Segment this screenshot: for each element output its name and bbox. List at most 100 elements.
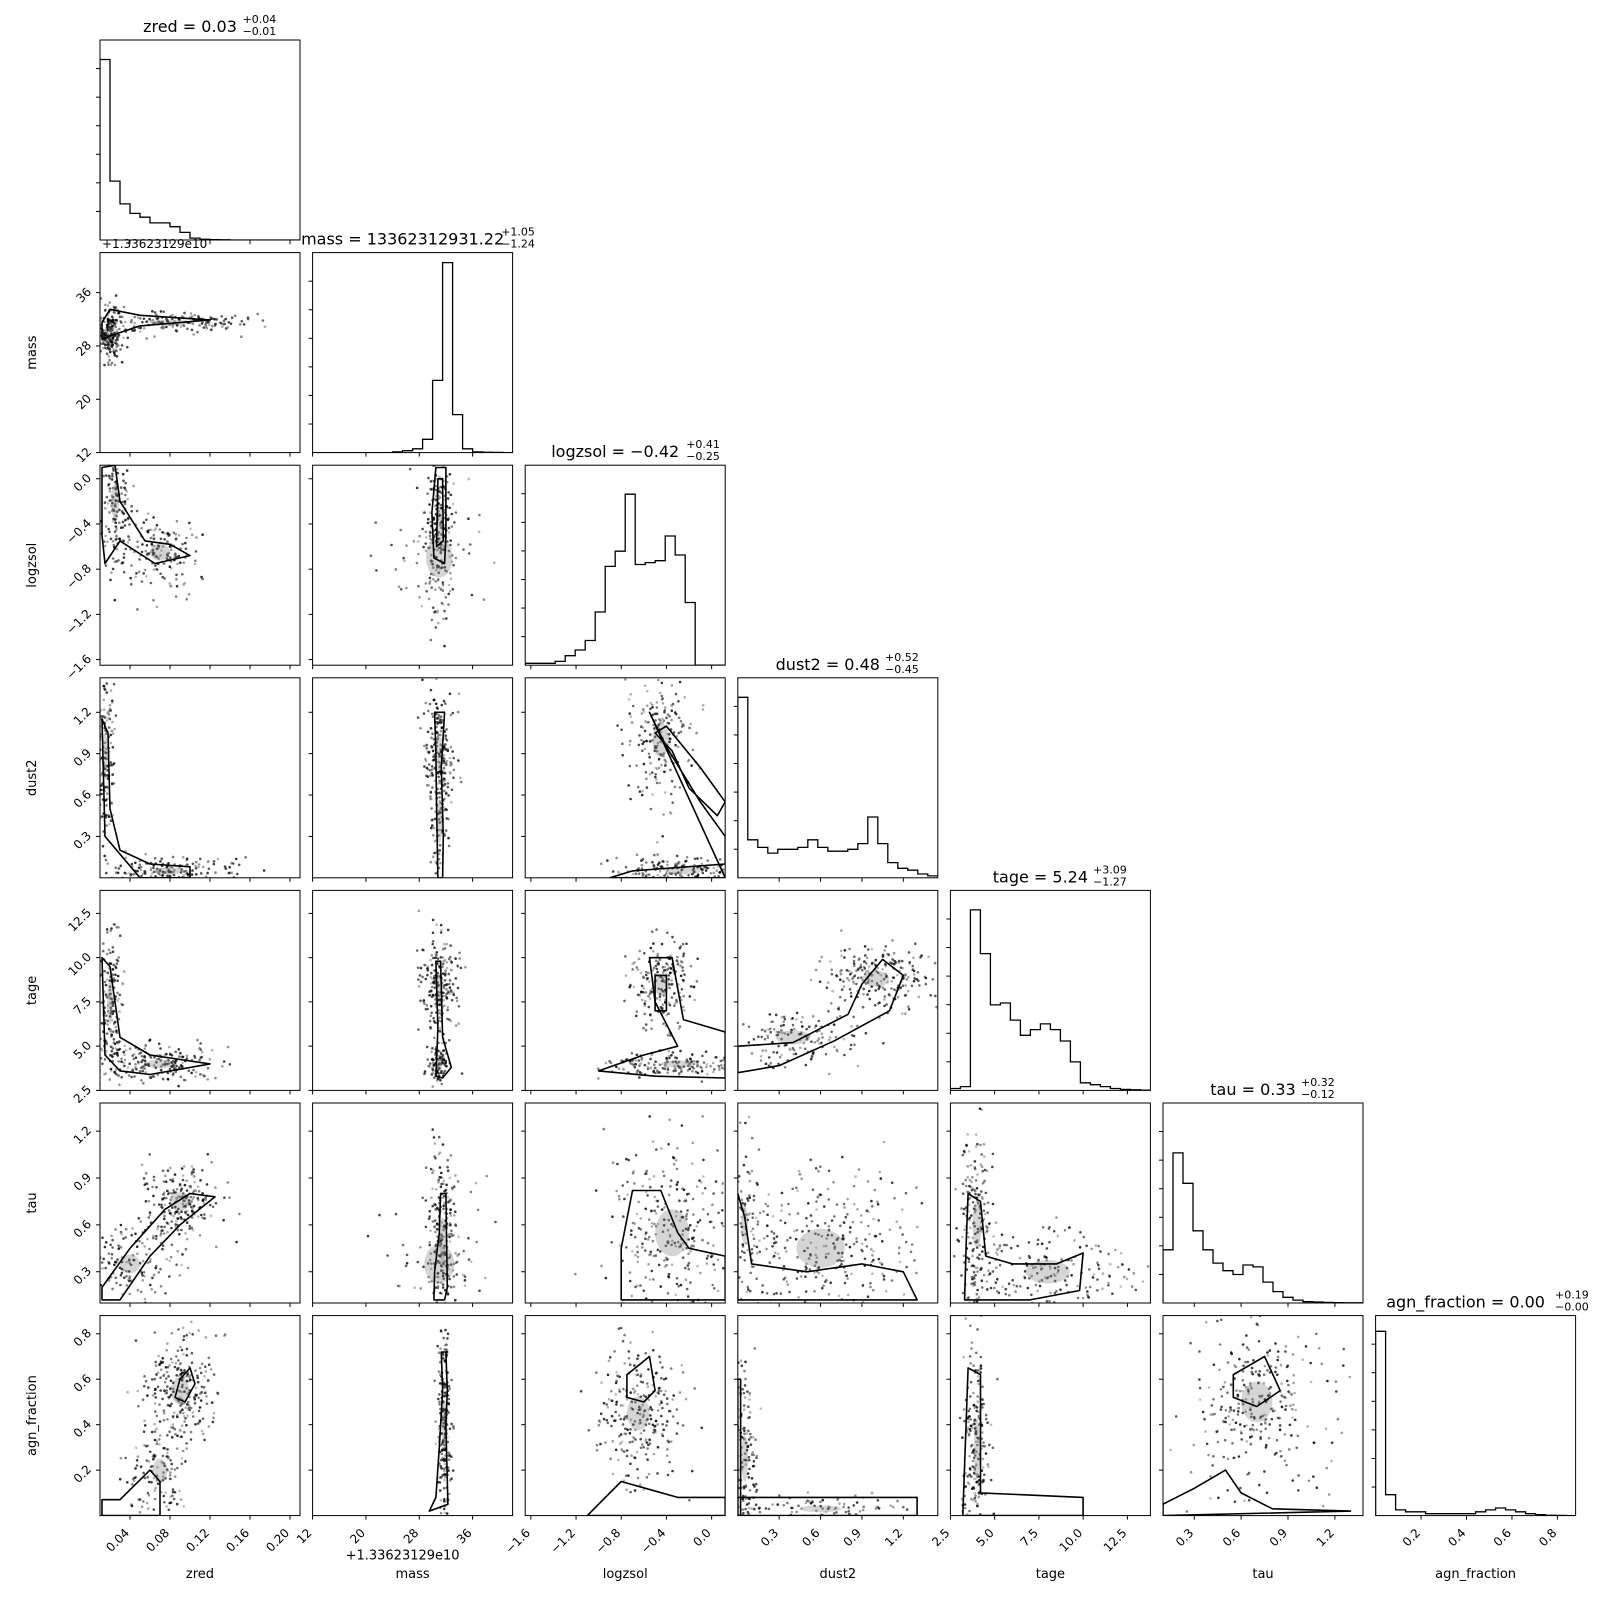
sample-point (188, 1185, 191, 1188)
sample-point (115, 560, 118, 563)
sample-point (874, 958, 878, 962)
sample-point (788, 1213, 791, 1216)
sample-point (175, 1188, 179, 1191)
sample-point (159, 554, 162, 557)
sample-point (167, 1062, 170, 1065)
sample-point (933, 1324, 936, 1327)
sample-point (123, 1064, 126, 1068)
sample-point (658, 722, 662, 725)
sample-point (427, 1320, 430, 1323)
sample-point (771, 1020, 774, 1023)
sample-point (130, 318, 133, 322)
sample-point (109, 951, 112, 955)
sample-point (485, 1174, 489, 1178)
sample-point (446, 749, 450, 753)
sample-point (731, 1031, 734, 1034)
sample-point (661, 1007, 664, 1010)
sample-point (215, 1245, 218, 1249)
panel-tage-vs-mass (308, 889, 514, 1095)
sample-point (689, 964, 693, 968)
sample-point (106, 1019, 110, 1023)
sample-point (691, 1066, 694, 1069)
sample-point (184, 1203, 188, 1206)
sample-point (443, 789, 446, 793)
sample-point (913, 976, 916, 980)
sample-point (118, 419, 121, 422)
sample-point (771, 1214, 775, 1218)
sample-point (110, 322, 113, 326)
sample-point (170, 1054, 174, 1057)
sample-point (439, 811, 442, 814)
sample-point (891, 958, 894, 961)
sample-point (114, 1068, 118, 1071)
sample-point (121, 443, 124, 446)
sample-point (913, 977, 917, 981)
sample-point (111, 972, 114, 976)
title-zred: zred = 0.03 (143, 17, 237, 36)
sample-point (452, 993, 456, 996)
sample-point (626, 1193, 629, 1196)
sample-point (840, 988, 844, 991)
sample-point (442, 1235, 445, 1239)
sample-point (121, 526, 125, 529)
sample-point (158, 869, 162, 873)
sample-point (673, 785, 677, 789)
sample-point (645, 1333, 648, 1336)
sample-point (669, 812, 673, 815)
sample-point (711, 1061, 715, 1065)
sample-point (682, 724, 685, 727)
sample-point (203, 1213, 206, 1216)
sample-point (446, 1158, 450, 1162)
sample-point (652, 863, 655, 867)
sample-point (173, 320, 176, 323)
sample-point (428, 1258, 432, 1262)
sample-point (443, 1062, 447, 1065)
sample-point (675, 1183, 679, 1186)
sample-point (112, 306, 116, 310)
sample-point (201, 533, 204, 536)
sample-point (207, 320, 210, 324)
sample-point (684, 1278, 688, 1281)
sample-point (796, 1189, 799, 1192)
sample-point (139, 1051, 142, 1055)
sample-point (637, 1200, 640, 1204)
sample-point (646, 1194, 649, 1197)
sample-point (187, 1069, 191, 1073)
sample-point (787, 1202, 790, 1206)
sample-point (664, 1244, 668, 1248)
sample-point (840, 968, 843, 972)
sample-point (669, 792, 673, 796)
sample-point (146, 530, 150, 533)
sample-point (425, 783, 429, 787)
sample-point (173, 1212, 177, 1215)
sample-point (674, 1293, 677, 1297)
sample-point (663, 758, 666, 762)
sample-point (146, 512, 150, 515)
sample-point (678, 1245, 681, 1249)
density-core (120, 1254, 140, 1274)
density-core (107, 979, 113, 1025)
panel-tage-vs-logzsol (521, 889, 726, 1095)
sample-point (689, 1281, 692, 1284)
sample-point (148, 1213, 152, 1217)
sample-point (667, 983, 671, 986)
sample-point (109, 1012, 113, 1015)
sample-point (648, 997, 652, 1000)
sample-point (680, 1067, 683, 1071)
sample-point (428, 576, 432, 580)
sample-point (434, 1230, 437, 1234)
sample-point (113, 598, 117, 602)
sample-point (456, 965, 460, 968)
sample-point (154, 564, 157, 567)
sample-point (669, 1179, 673, 1182)
sample-point (435, 937, 438, 940)
sample-point (178, 1274, 181, 1277)
sample-point (661, 721, 664, 724)
sample-point (107, 482, 111, 486)
sample-point (159, 860, 162, 863)
panel-zred-vs-zred: zred = 0.03 +0.04−0.01 (96, 13, 301, 244)
sample-point (126, 1278, 130, 1282)
sample-point (647, 1218, 651, 1221)
sample-point (399, 588, 403, 591)
sample-point (412, 539, 416, 543)
